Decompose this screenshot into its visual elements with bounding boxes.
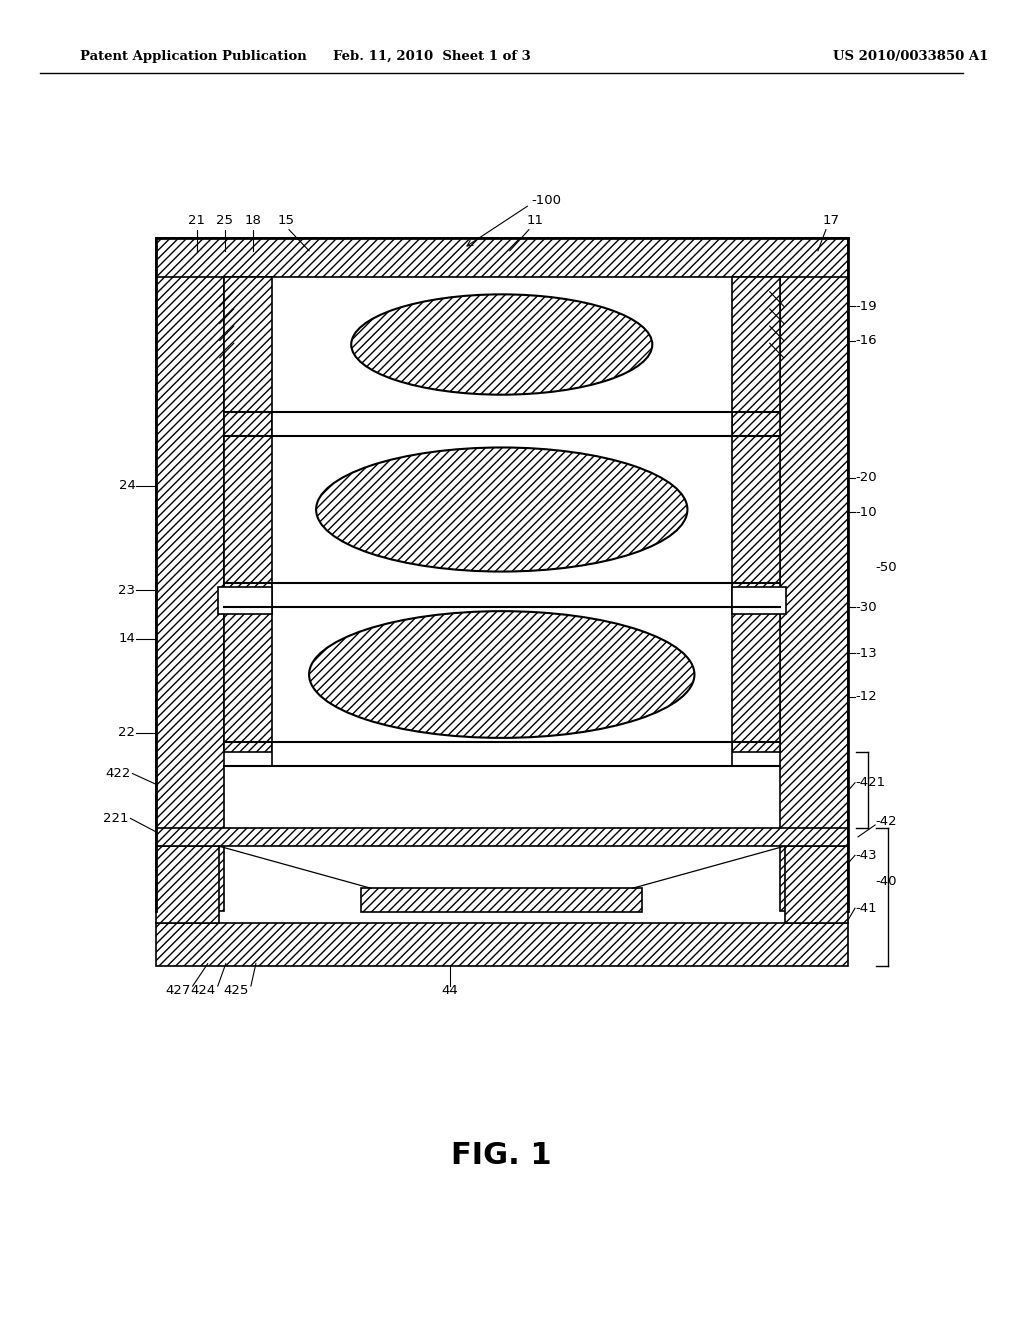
Bar <box>784 846 848 923</box>
Text: 15: 15 <box>278 214 295 227</box>
Text: Feb. 11, 2010  Sheet 1 of 3: Feb. 11, 2010 Sheet 1 of 3 <box>333 50 530 63</box>
Text: FIG. 1: FIG. 1 <box>452 1140 552 1170</box>
Text: 25: 25 <box>216 214 233 227</box>
Text: 221: 221 <box>103 812 128 825</box>
Text: 424: 424 <box>190 983 216 997</box>
Bar <box>156 846 219 923</box>
Text: -19: -19 <box>855 300 877 313</box>
Text: 44: 44 <box>441 983 458 997</box>
Text: 425: 425 <box>223 983 249 997</box>
Text: 24: 24 <box>119 479 135 492</box>
Text: -41: -41 <box>855 902 877 915</box>
Text: -10: -10 <box>855 506 877 519</box>
Bar <box>272 742 731 766</box>
Bar <box>156 828 848 846</box>
Bar <box>156 238 224 911</box>
Text: -42: -42 <box>876 814 897 828</box>
Bar <box>272 583 731 607</box>
Bar <box>731 587 785 614</box>
Text: -20: -20 <box>855 471 877 484</box>
Text: 17: 17 <box>823 214 840 227</box>
Text: 23: 23 <box>119 583 135 597</box>
Text: 422: 422 <box>105 767 130 780</box>
Bar <box>156 923 848 966</box>
Text: -40: -40 <box>876 875 897 888</box>
Text: -43: -43 <box>855 849 877 862</box>
Text: Patent Application Publication: Patent Application Publication <box>80 50 307 63</box>
Ellipse shape <box>309 611 694 738</box>
Bar <box>224 277 272 752</box>
Text: 22: 22 <box>119 726 135 739</box>
Ellipse shape <box>351 294 652 395</box>
Text: -50: -50 <box>876 561 897 574</box>
Bar <box>156 238 848 277</box>
Text: -421: -421 <box>855 776 885 789</box>
Text: -13: -13 <box>855 647 877 660</box>
Text: 427: 427 <box>165 983 190 997</box>
Text: -30: -30 <box>855 601 877 614</box>
Text: US 2010/0033850 A1: US 2010/0033850 A1 <box>833 50 988 63</box>
Text: -16: -16 <box>855 334 877 347</box>
Bar <box>731 277 779 752</box>
Bar <box>218 587 272 614</box>
Bar <box>779 238 848 911</box>
Text: -100: -100 <box>531 194 562 207</box>
Ellipse shape <box>316 447 687 572</box>
Bar <box>272 412 731 436</box>
Text: 18: 18 <box>245 214 261 227</box>
Text: 14: 14 <box>119 632 135 645</box>
Bar <box>361 888 642 912</box>
Text: 21: 21 <box>188 214 205 227</box>
Text: 11: 11 <box>527 214 544 227</box>
Text: -12: -12 <box>855 690 877 704</box>
